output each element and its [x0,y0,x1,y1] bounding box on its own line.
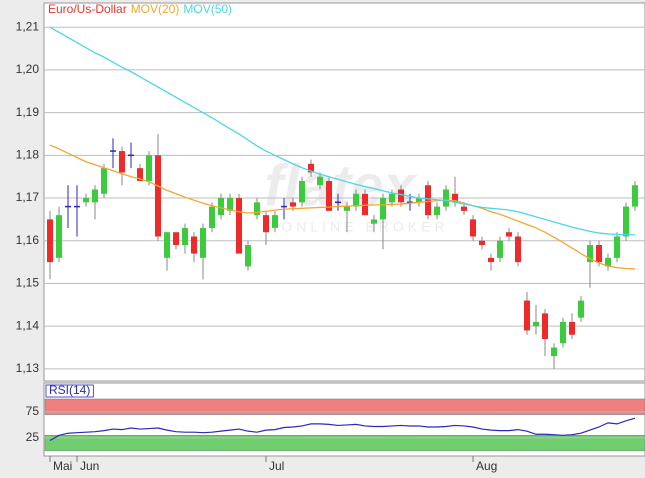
candle-body [236,198,242,254]
watermark-logo: flatex [264,153,418,218]
watermark-tagline: ONLINE BROKER [281,219,448,235]
candle-body [452,193,458,203]
candle-body [623,206,629,237]
candle-body [326,180,332,211]
candle-body [299,180,305,203]
candle-body [254,202,260,216]
candle-body [164,232,170,258]
candle-body [272,215,278,228]
candle-body [92,189,98,203]
legend-entry: MOV(50) [183,2,232,16]
legend-entry: MOV(20) [131,2,180,16]
candle-body [470,219,476,237]
y-tick-label: 1,13 [16,361,40,375]
y-tick-label: 1,19 [16,105,40,119]
candle-body [227,198,233,211]
y-tick-label: 1,17 [16,190,40,204]
x-tick-label: Mai [53,459,72,473]
moving-average-line [49,26,635,236]
candle-body [578,300,584,318]
y-tick-label: 25 [26,430,40,444]
candle-body [119,151,125,173]
candle-body [533,321,539,327]
candle-body [344,206,350,211]
candle-body [542,313,548,339]
candle-body [443,189,449,207]
candle-body [245,245,251,267]
candle-body [263,215,269,233]
candle-body [137,168,143,181]
candle-body [551,347,557,357]
candle-body [380,198,386,220]
candle-body [290,202,296,207]
x-tick-label: Jul [269,459,284,473]
candle-body [398,189,404,203]
rsi-band [44,398,645,415]
candle-body [506,232,512,237]
candle-body [479,240,485,246]
candle-body [587,245,593,263]
candle-body [218,198,224,216]
rsi-band [44,435,645,452]
candle-body [434,206,440,216]
y-tick-label: 1,14 [16,318,40,332]
candle-body [596,245,602,263]
y-tick-label: 1,18 [16,148,40,162]
candle-body [182,227,188,246]
candle-body [308,163,314,173]
candle-body [173,232,179,246]
legend-entry: Euro/Us-Dollar [48,2,127,16]
candle-body [101,168,107,194]
candle-body [362,193,368,216]
candle-body [488,257,494,263]
candle-body [47,219,53,263]
candle-body [560,321,566,344]
x-tick-label: Jun [80,459,99,473]
candle-body [515,236,521,263]
candle-body [524,300,530,331]
candle-body [497,240,503,258]
moving-average-line [49,144,636,270]
candle-body [389,193,395,203]
candle-body [191,236,197,254]
y-tick-label: 1,16 [16,233,40,247]
candle-body [614,236,620,258]
y-tick-label: 1,20 [16,62,40,76]
legend-box [45,384,94,398]
candle-body [425,185,431,216]
y-tick-label: 1,15 [16,276,40,290]
candle-body [209,206,215,228]
candle-body [83,198,89,203]
candle-body [371,219,377,224]
candle-body [632,185,638,207]
candle-body [416,198,422,203]
candle-body [146,155,152,181]
candle-body [200,227,206,258]
x-tick-label: Aug [476,459,497,473]
candle-body [569,321,575,335]
y-tick-label: 1,21 [16,19,40,33]
legend-entry: RSI(14) [49,383,90,397]
candle-body [461,206,467,211]
candle-body [317,176,323,186]
candle-body [605,257,611,267]
candle-body [155,155,161,237]
y-tick-label: 75 [26,404,40,418]
rsi-line [49,417,636,442]
candle-body [353,193,359,207]
candle-body [56,215,62,258]
